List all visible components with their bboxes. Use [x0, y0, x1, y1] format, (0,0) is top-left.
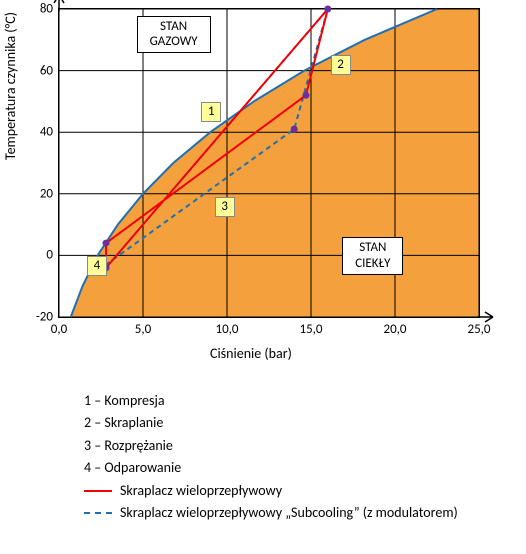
ytick-label: 60	[29, 63, 53, 78]
region-liquid-line2: CIEKŁY	[355, 256, 390, 272]
legend-text-item: 4 – Odparowanie	[84, 457, 458, 479]
legend-label: Skraplacz wieloprzepływowy	[120, 480, 282, 502]
region-gas-line2: GAZOWY	[150, 34, 198, 50]
region-label-liquid: STAN CIEKŁY	[342, 237, 403, 274]
legend-line-item: Skraplacz wieloprzepływowy	[84, 480, 458, 502]
chart-container: STAN GAZOWY STAN CIEKŁY 0,05,010,015,020…	[0, 0, 526, 554]
cycle-step-label-1: 1	[201, 102, 221, 122]
cycle-step-label-4: 4	[87, 256, 107, 276]
legend-text-items: 1 – Kompresja2 – Skraplanie3 – Rozprężan…	[84, 390, 458, 480]
plot-svg	[59, 9, 479, 317]
region-liquid-line1: STAN	[355, 240, 390, 256]
legend-line-items: Skraplacz wieloprzepływowySkraplacz wiel…	[84, 480, 458, 525]
xtick-label: 15,0	[299, 322, 322, 337]
ytick-label: 0	[29, 248, 53, 263]
ytick-label: 80	[29, 2, 53, 17]
ytick-label: 40	[29, 125, 53, 140]
cycle-step-label-2: 2	[331, 55, 351, 75]
legend-text-item: 2 – Skraplanie	[84, 412, 458, 434]
legend-line-item: Skraplacz wieloprzepływowy „Subcooling” …	[84, 502, 458, 524]
xtick-label: 10,0	[215, 322, 238, 337]
ytick-label: -20	[29, 310, 53, 325]
xtick-label: 25,0	[467, 322, 490, 337]
legend-text-item: 1 – Kompresja	[84, 390, 458, 412]
cycle-step-label-3: 3	[215, 197, 235, 217]
xtick-label: 20,0	[383, 322, 406, 337]
plot-area: STAN GAZOWY STAN CIEKŁY 0,05,010,015,020…	[58, 8, 480, 318]
region-label-gas: STAN GAZOWY	[137, 16, 211, 53]
xtick-label: 0,0	[51, 322, 67, 337]
legend-swatch	[84, 512, 112, 514]
legend: 1 – Kompresja2 – Skraplanie3 – Rozprężan…	[84, 390, 458, 524]
legend-swatch	[84, 490, 112, 492]
legend-label: Skraplacz wieloprzepływowy „Subcooling” …	[120, 502, 458, 524]
xtick-label: 5,0	[135, 322, 151, 337]
y-axis-label: Temperatura czynnika (°C)	[2, 12, 19, 160]
legend-text-item: 3 – Rozprężanie	[84, 435, 458, 457]
ytick-label: 20	[29, 186, 53, 201]
x-axis-label: Ciśnienie (bar)	[210, 345, 292, 362]
region-gas-line1: STAN	[150, 19, 198, 35]
